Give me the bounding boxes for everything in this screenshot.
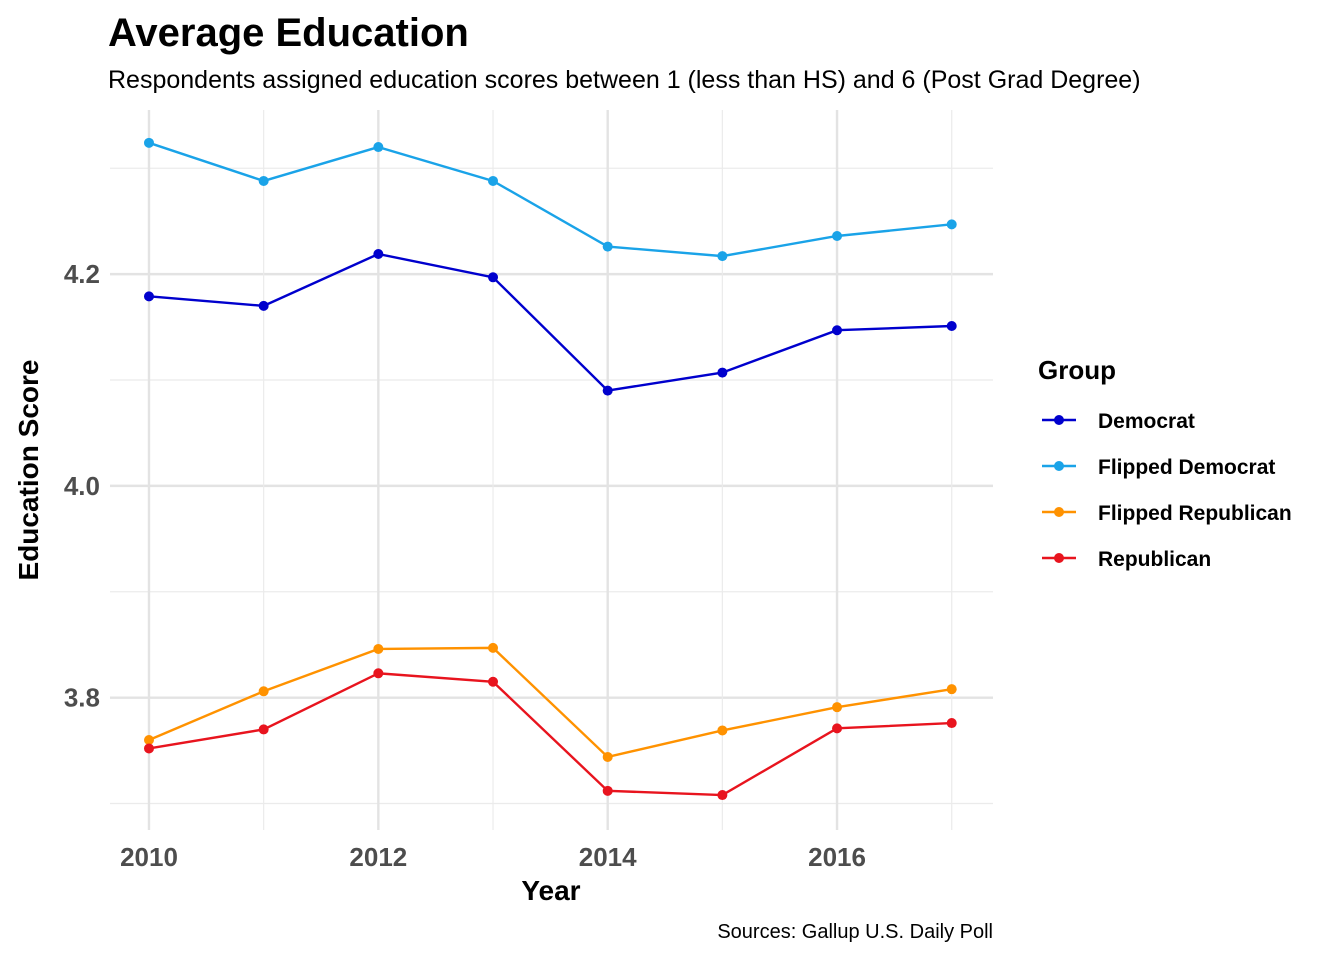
- data-point-republican: [373, 668, 384, 679]
- legend-label-flipped-democrat: Flipped Democrat: [1098, 456, 1275, 479]
- legend-label-flipped-republican: Flipped Republican: [1098, 502, 1292, 525]
- data-point-flipped-republican: [717, 725, 728, 736]
- caption: Sources: Gallup U.S. Daily Poll: [717, 921, 993, 943]
- x-tick-label: 2016: [808, 842, 866, 872]
- data-point-republican: [143, 743, 154, 754]
- y-tick-label: 4.2: [64, 259, 100, 289]
- series-lines: [143, 137, 957, 801]
- x-tick-label: 2012: [349, 842, 407, 872]
- y-tick-label: 4.0: [64, 471, 100, 501]
- data-point-flipped-republican: [602, 751, 613, 762]
- data-point-democrat: [717, 367, 728, 378]
- y-tick-label: 3.8: [64, 683, 100, 713]
- data-point-flipped-democrat: [946, 219, 957, 230]
- legend-key-point-republican: [1054, 553, 1064, 563]
- grid: [110, 110, 993, 830]
- legend-key-point-democrat: [1054, 415, 1064, 425]
- data-point-democrat: [143, 291, 154, 302]
- data-point-republican: [717, 790, 728, 801]
- x-tick-label: 2010: [120, 842, 178, 872]
- data-point-democrat: [488, 272, 499, 283]
- data-point-flipped-democrat: [258, 175, 269, 186]
- series-line-flipped-democrat: [148, 141, 952, 258]
- data-point-flipped-democrat: [488, 175, 499, 186]
- data-point-flipped-democrat: [832, 231, 843, 241]
- data-point-republican: [258, 724, 269, 735]
- series-line-republican: [148, 672, 952, 797]
- data-point-republican: [602, 785, 613, 796]
- data-point-flipped-democrat: [373, 142, 384, 153]
- legend-key-point-flipped-republican: [1054, 507, 1064, 517]
- chart-title: Average Education: [108, 11, 469, 55]
- legend-label-democrat: Democrat: [1098, 410, 1195, 433]
- data-point-flipped-republican: [258, 686, 269, 697]
- chart-subtitle: Respondents assigned education scores be…: [108, 66, 1141, 94]
- data-point-democrat: [832, 325, 843, 336]
- data-point-republican: [832, 723, 843, 734]
- x-axis-label: Year: [521, 875, 580, 906]
- legend-key-point-flipped-democrat: [1054, 461, 1064, 471]
- data-point-democrat: [946, 321, 957, 331]
- data-point-democrat: [258, 300, 269, 311]
- series-line-democrat: [148, 252, 952, 392]
- legend-title: Group: [1038, 355, 1116, 385]
- legend-label-republican: Republican: [1098, 548, 1211, 571]
- data-point-democrat: [602, 385, 613, 396]
- x-tick-label: 2014: [579, 842, 637, 872]
- legend: Group Democrat Flipped Democrat Flipped Re…: [1038, 355, 1292, 571]
- data-point-flipped-democrat: [717, 251, 728, 262]
- data-point-flipped-republican: [946, 684, 957, 695]
- data-point-republican: [488, 676, 499, 687]
- data-point-flipped-democrat: [143, 137, 154, 148]
- data-point-flipped-democrat: [602, 241, 613, 252]
- tick-labels: 3.8 4.0 4.2 2010 2012 2014 2016: [64, 259, 866, 872]
- data-point-flipped-republican: [832, 702, 843, 713]
- data-point-flipped-republican: [373, 643, 384, 654]
- y-axis-label: Education Score: [13, 360, 44, 581]
- data-point-republican: [946, 718, 957, 729]
- data-point-democrat: [373, 249, 384, 259]
- data-point-flipped-republican: [488, 642, 499, 653]
- series-line-flipped-republican: [148, 646, 952, 759]
- data-point-flipped-republican: [143, 735, 154, 745]
